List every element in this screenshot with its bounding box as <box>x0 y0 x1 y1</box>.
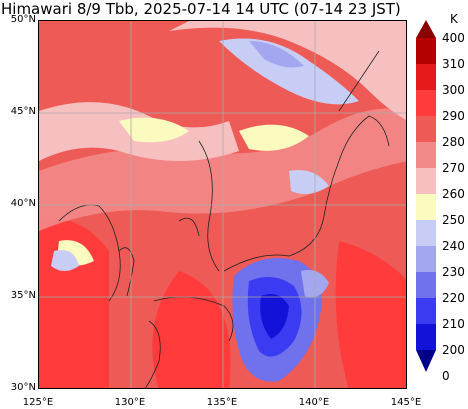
colorbar-label-250: 250 <box>442 213 465 227</box>
lat-label-40: 40°N <box>10 198 36 209</box>
lat-label-45: 45°N <box>10 106 36 117</box>
lon-label-130: 130°E <box>114 397 146 408</box>
colorbar-label-300: 300 <box>442 83 465 97</box>
colorbar-label-200: 200 <box>442 343 465 357</box>
colorbar-label-240: 240 <box>442 239 465 253</box>
colorbar-label-310: 310 <box>442 57 465 71</box>
satellite-map <box>38 20 407 389</box>
map-title: Himawari 8/9 Tbb, 2025-07-14 14 UTC (07-… <box>1 0 401 18</box>
lon-label-140: 140°E <box>298 397 330 408</box>
lon-label-135: 135°E <box>206 397 238 408</box>
lon-label-125: 125°E <box>22 397 54 408</box>
colorbar-label-290: 290 <box>442 109 465 123</box>
colorbar-label-400: 400 <box>442 31 465 45</box>
colorbar-label-270: 270 <box>442 161 465 175</box>
colorbar-label-280: 280 <box>442 135 465 149</box>
colorbar-label-220: 220 <box>442 291 465 305</box>
lon-label-145: 145°E <box>390 397 422 408</box>
colorbar-label-210: 210 <box>442 317 465 331</box>
colorbar-bottom-arrow <box>416 350 436 372</box>
lat-label-50: 50°N <box>10 14 36 25</box>
colorbar-label-260: 260 <box>442 187 465 201</box>
colorbar <box>416 20 436 372</box>
lat-label-30: 30°N <box>10 382 36 393</box>
lat-label-35: 35°N <box>10 290 36 301</box>
colorbar-top-arrow <box>416 20 436 38</box>
colorbar-unit: K <box>450 12 458 26</box>
tbb-field <box>39 21 406 388</box>
colorbar-label-0: 0 <box>442 369 450 383</box>
colorbar-label-230: 230 <box>442 265 465 279</box>
